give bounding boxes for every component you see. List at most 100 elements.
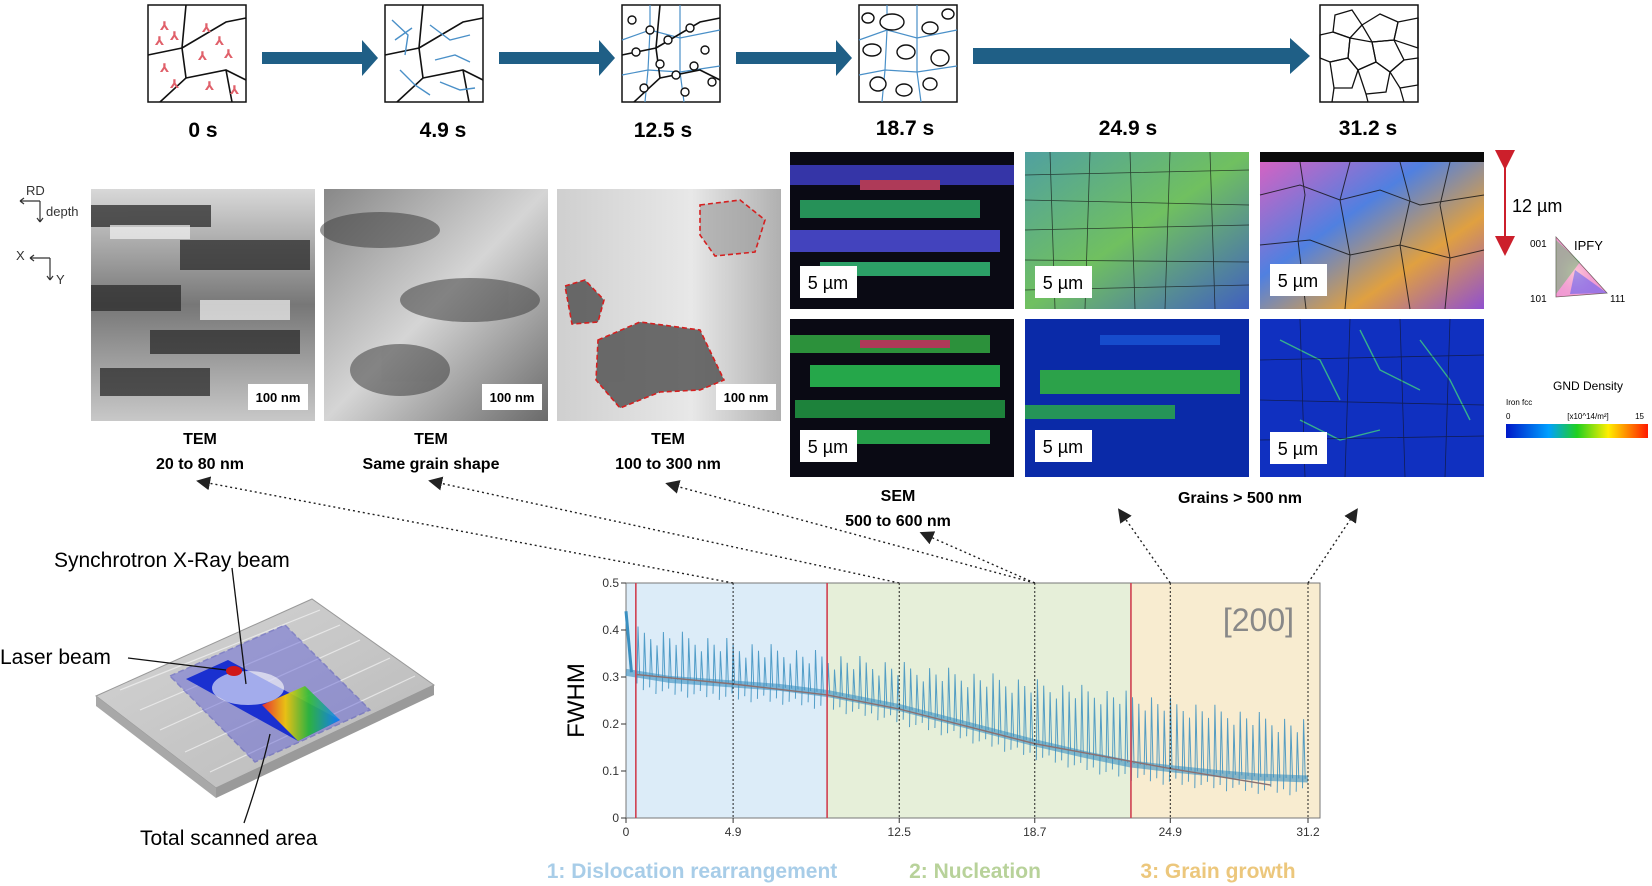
tem-caption-size: 100 to 300 nm [615,456,721,473]
x-tick-label: 0 [623,825,630,839]
ipf-legend-111: 111 [1610,294,1626,305]
y-tick-label: 0.5 [602,576,619,590]
orientation-indicator: RD depth X Y [16,183,79,287]
tem-panel-2: 100 nm [320,189,548,421]
ipf-map-31-2s: 5 µm [1259,152,1485,310]
sem-caption-size: 500 to 600 nm [845,513,951,530]
gnd-map-31-2s: 5 µm [1259,318,1485,478]
gnd-map-24-9s: 5 µm [1025,319,1249,477]
link-arrow [919,531,1036,584]
tem-caption-title: TEM [651,431,685,448]
y-tick-label: 0.4 [602,623,619,637]
scale-bar-label: 5 µm [1043,273,1083,293]
setup-schematic [95,567,435,824]
tem-panel-3: 100 nm [557,189,781,421]
tem-caption-title: TEM [183,431,217,448]
phase-label: 2: Nucleation [909,860,1041,883]
time-label: 24.9 s [1099,117,1157,140]
y-tick-label: 0.2 [602,717,619,731]
gnd-legend-unit: [x10^14/m²] [1567,412,1609,421]
schematic-box-12-5s [621,4,721,103]
scale-bar-label: 5 µm [1278,271,1318,291]
ipf-legend-101: 101 [1530,294,1547,305]
scale-bar-label: 5 µm [1278,439,1318,459]
fwhm-chart: 0 4.9 12.5 18.7 24.9 31.2 0 0.1 0.2 0.3 0.4 0.5 FWHM… [547,576,1321,883]
gnd-legend-title: GND Density [1553,379,1623,393]
ipf-legend: IPFY 001 101 111 [1530,235,1626,305]
tem-caption-title: TEM [414,431,448,448]
x-tick-label: 31.2 [1296,825,1320,839]
ipf-map-18-7s: 5 µm [790,152,1014,309]
gnd-legend-max: 15 [1635,412,1644,421]
scale-bar-label: 100 nm [490,390,535,405]
svg-text:⅄: ⅄ [223,47,233,61]
svg-text:⅄: ⅄ [201,21,211,35]
orientation-x-label: X [16,248,25,263]
ebsd-captions: SEM 500 to 600 nm Grains > 500 nm [845,488,1302,530]
phase-region [626,583,828,818]
link-arrow [665,480,1035,584]
y-tick-label: 0.1 [602,764,619,778]
gnd-legend: GND Density Iron fcc 0 [x10^14/m²] 15 [1506,379,1648,438]
height-marker-label: 12 µm [1512,196,1562,216]
gnd-map-18-7s: 5 µm [790,319,1014,477]
ipf-legend-title: IPFY [1574,238,1603,253]
svg-text:⅄: ⅄ [169,29,179,43]
orientation-rd-label: RD [26,183,45,198]
schematic-box-0s: ⅄⅄⅄ ⅄⅄ ⅄ ⅄⅄ ⅄ ⅄⅄ [147,4,247,103]
gnd-colorbar [1506,424,1648,438]
fwhm-peaks [636,626,1306,796]
scale-bar-label: 5 µm [808,273,848,293]
scale-bar-label: 5 µm [808,437,848,457]
y-axis-label: FWHM [563,663,590,738]
time-label: 12.5 s [634,119,692,142]
x-tick-label: 24.9 [1159,825,1183,839]
process-arrow [973,38,1310,74]
link-arrow [428,476,900,584]
y-tick-label: 0.3 [602,670,619,684]
schematic-box-31-2s [1319,4,1419,103]
process-arrow [262,40,378,76]
svg-text:⅄: ⅄ [229,83,239,97]
phase-label: 3: Grain growth [1140,860,1295,883]
fwhm-initial-drop [624,611,633,673]
gnd-legend-subtitle: Iron fcc [1506,398,1532,407]
process-arrow [736,40,852,76]
height-marker: 12 µm [1495,150,1562,256]
chart-image-links [196,476,1358,584]
svg-text:⅄: ⅄ [159,19,169,33]
laser-label: Laser beam [0,646,111,669]
scale-bar-label: 5 µm [1043,437,1083,457]
y-tick-label: 0 [612,811,619,825]
schematic-box-18-7s [858,4,958,103]
ebsd-maps: 5 µm 5 µm 5 µm [790,151,1485,478]
x-tick-label: 18.7 [1023,825,1047,839]
svg-text:⅄: ⅄ [154,34,164,48]
tem-caption-size: 20 to 80 nm [156,456,244,473]
tem-caption-size: Same grain shape [363,456,500,473]
time-label: 4.9 s [420,119,467,142]
process-arrow [499,40,615,76]
svg-text:⅄: ⅄ [169,77,179,91]
ipf-legend-001: 001 [1530,239,1547,250]
svg-text:⅄: ⅄ [214,34,224,48]
svg-text:⅄: ⅄ [159,61,169,75]
link-arrow [1117,508,1171,584]
x-tick-label: 4.9 [725,825,742,839]
svg-text:⅄: ⅄ [204,79,214,93]
grains-caption: Grains > 500 nm [1178,490,1302,507]
tem-captions: TEM 20 to 80 nm TEM Same grain shape TEM… [156,431,721,473]
scale-bar-label: 100 nm [724,390,769,405]
schematic-box-4-9s [384,4,484,103]
sem-caption-title: SEM [881,488,916,505]
plot-frame [625,582,1321,819]
time-label: 18.7 s [876,117,934,140]
gnd-legend-min: 0 [1506,412,1511,421]
link-arrow [1307,508,1358,584]
plot-annotation: [200] [1223,602,1294,638]
orientation-y-label: Y [56,272,65,287]
time-label: 0 s [188,119,217,142]
x-tick-label: 12.5 [888,825,912,839]
